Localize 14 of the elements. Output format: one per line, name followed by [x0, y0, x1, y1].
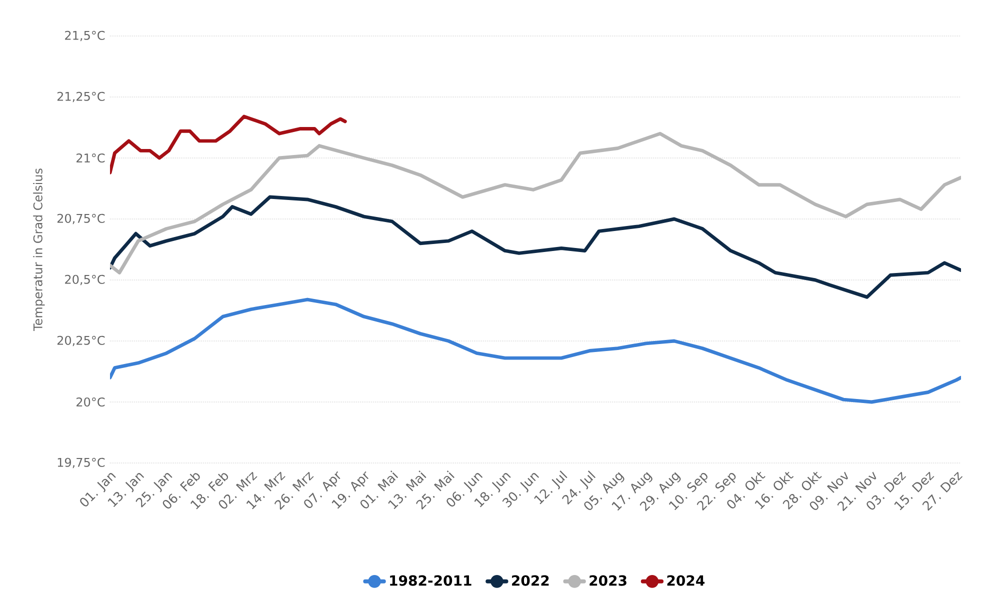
y-tick-label: 20,5°C	[65, 274, 105, 286]
y-tick-label: 20,25°C	[57, 336, 105, 346]
y-tick-label: 19,75°C	[58, 458, 105, 468]
y-tick-label: 21°C	[76, 153, 105, 163]
legend-label: 2022	[512, 575, 549, 586]
y-tick-label: 21,25°C	[57, 92, 105, 102]
legend-label: 2024	[667, 575, 705, 586]
y-axis-title: Temperatur in Grad Celsius	[33, 168, 45, 332]
legend-label: 1982-2011	[390, 575, 472, 586]
y-tick-label: 21,5°C	[65, 30, 105, 42]
line-series	[110, 114, 347, 174]
y-tick-label: 20,75°C	[57, 214, 105, 224]
legend-label: 2023	[590, 575, 626, 586]
y-tick-label: 20°C	[76, 397, 105, 407]
